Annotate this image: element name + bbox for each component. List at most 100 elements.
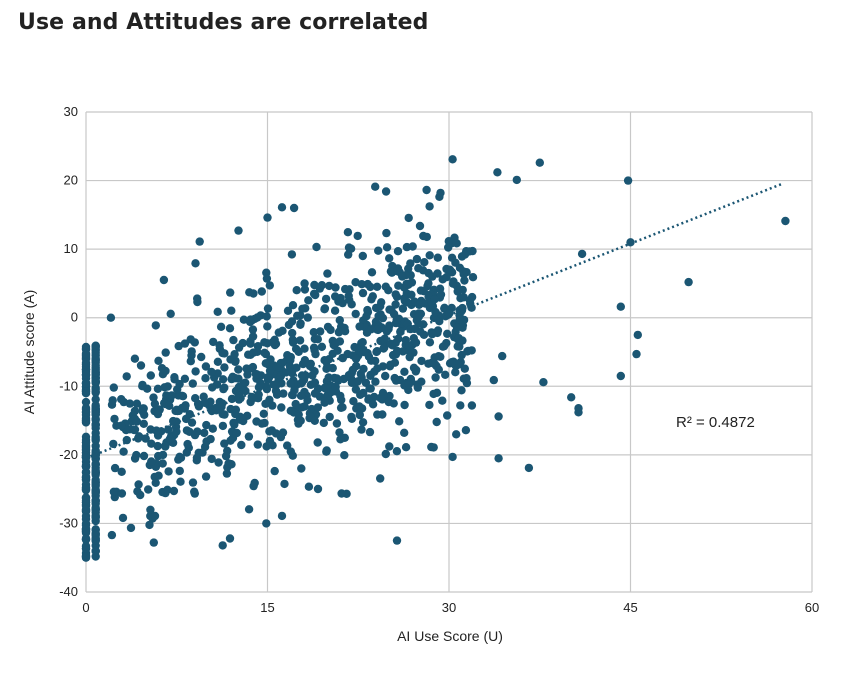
data-point [444,237,453,246]
data-point [781,216,790,226]
data-point [317,342,327,351]
data-point [374,246,383,255]
data-point [371,182,380,191]
data-point [296,319,305,328]
data-point [139,419,148,428]
data-point [140,410,149,419]
data-point [181,401,190,410]
data-point [385,442,394,451]
data-point [414,312,423,321]
data-point [277,203,287,212]
data-point [150,511,160,521]
y-tick-label: 20 [64,173,78,188]
data-point [109,383,119,392]
data-point [567,393,576,402]
y-tick-label: -30 [59,515,78,530]
data-point [229,418,238,427]
data-point [310,378,320,387]
data-point [288,335,297,344]
data-point [117,467,126,476]
data-point [263,213,272,222]
data-point [91,401,100,410]
data-point [417,356,426,366]
data-point [259,409,268,418]
data-point [445,265,455,274]
data-point [165,434,175,444]
data-point [91,460,100,469]
data-point [351,278,360,287]
data-point [226,288,235,297]
data-point [277,511,287,521]
data-point [190,338,199,347]
r-squared-annotation: R² = 0.4872 [676,414,755,431]
data-point [106,313,116,322]
data-point [574,408,583,417]
data-point [200,398,209,407]
data-point [81,349,91,358]
data-point [312,242,321,252]
data-point [430,295,439,304]
data-point [81,496,91,505]
data-point [464,346,473,356]
data-point [227,394,237,404]
data-point [425,251,434,260]
data-point [81,389,91,398]
data-point [384,397,393,407]
data-point [382,228,391,238]
data-point [232,428,241,438]
data-point [292,363,301,372]
data-point [186,357,195,366]
data-point [404,264,413,273]
data-point [208,424,217,433]
data-point [385,254,394,263]
data-point [428,330,437,339]
data-point [263,322,272,331]
data-point [296,391,306,400]
data-point [286,447,295,456]
data-point [190,430,200,440]
data-point [331,283,340,292]
data-point [244,505,254,514]
data-point [159,275,169,285]
data-point [91,368,100,377]
data-point [280,479,289,489]
data-point [467,401,477,410]
data-point [415,221,425,231]
data-point [132,450,141,460]
data-point [263,373,272,382]
data-point [262,274,272,283]
data-point [319,418,328,428]
data-point [144,485,153,494]
data-point [81,534,91,543]
data-point [378,362,388,371]
data-point [261,359,270,368]
data-point [188,478,198,487]
data-point [633,330,642,340]
data-point [347,300,356,309]
data-point [390,358,400,367]
data-point [109,439,118,449]
data-point [337,489,346,498]
data-point [288,301,298,310]
data-point [122,372,131,381]
data-point [392,447,402,456]
data-point [107,400,117,409]
data-point [368,400,378,409]
data-point [441,370,450,379]
data-point [452,430,461,439]
data-point [293,311,302,320]
data-point [134,480,143,489]
data-point [411,338,421,347]
data-point [393,247,403,256]
data-point [431,373,440,382]
data-point [81,505,91,514]
data-point [498,351,507,361]
data-point [117,489,127,498]
data-point [313,438,322,447]
data-point [146,371,155,380]
data-point [217,402,226,412]
data-point [425,338,435,347]
y-tick-label: 0 [71,310,78,325]
data-point [220,439,229,448]
data-point [91,536,100,545]
